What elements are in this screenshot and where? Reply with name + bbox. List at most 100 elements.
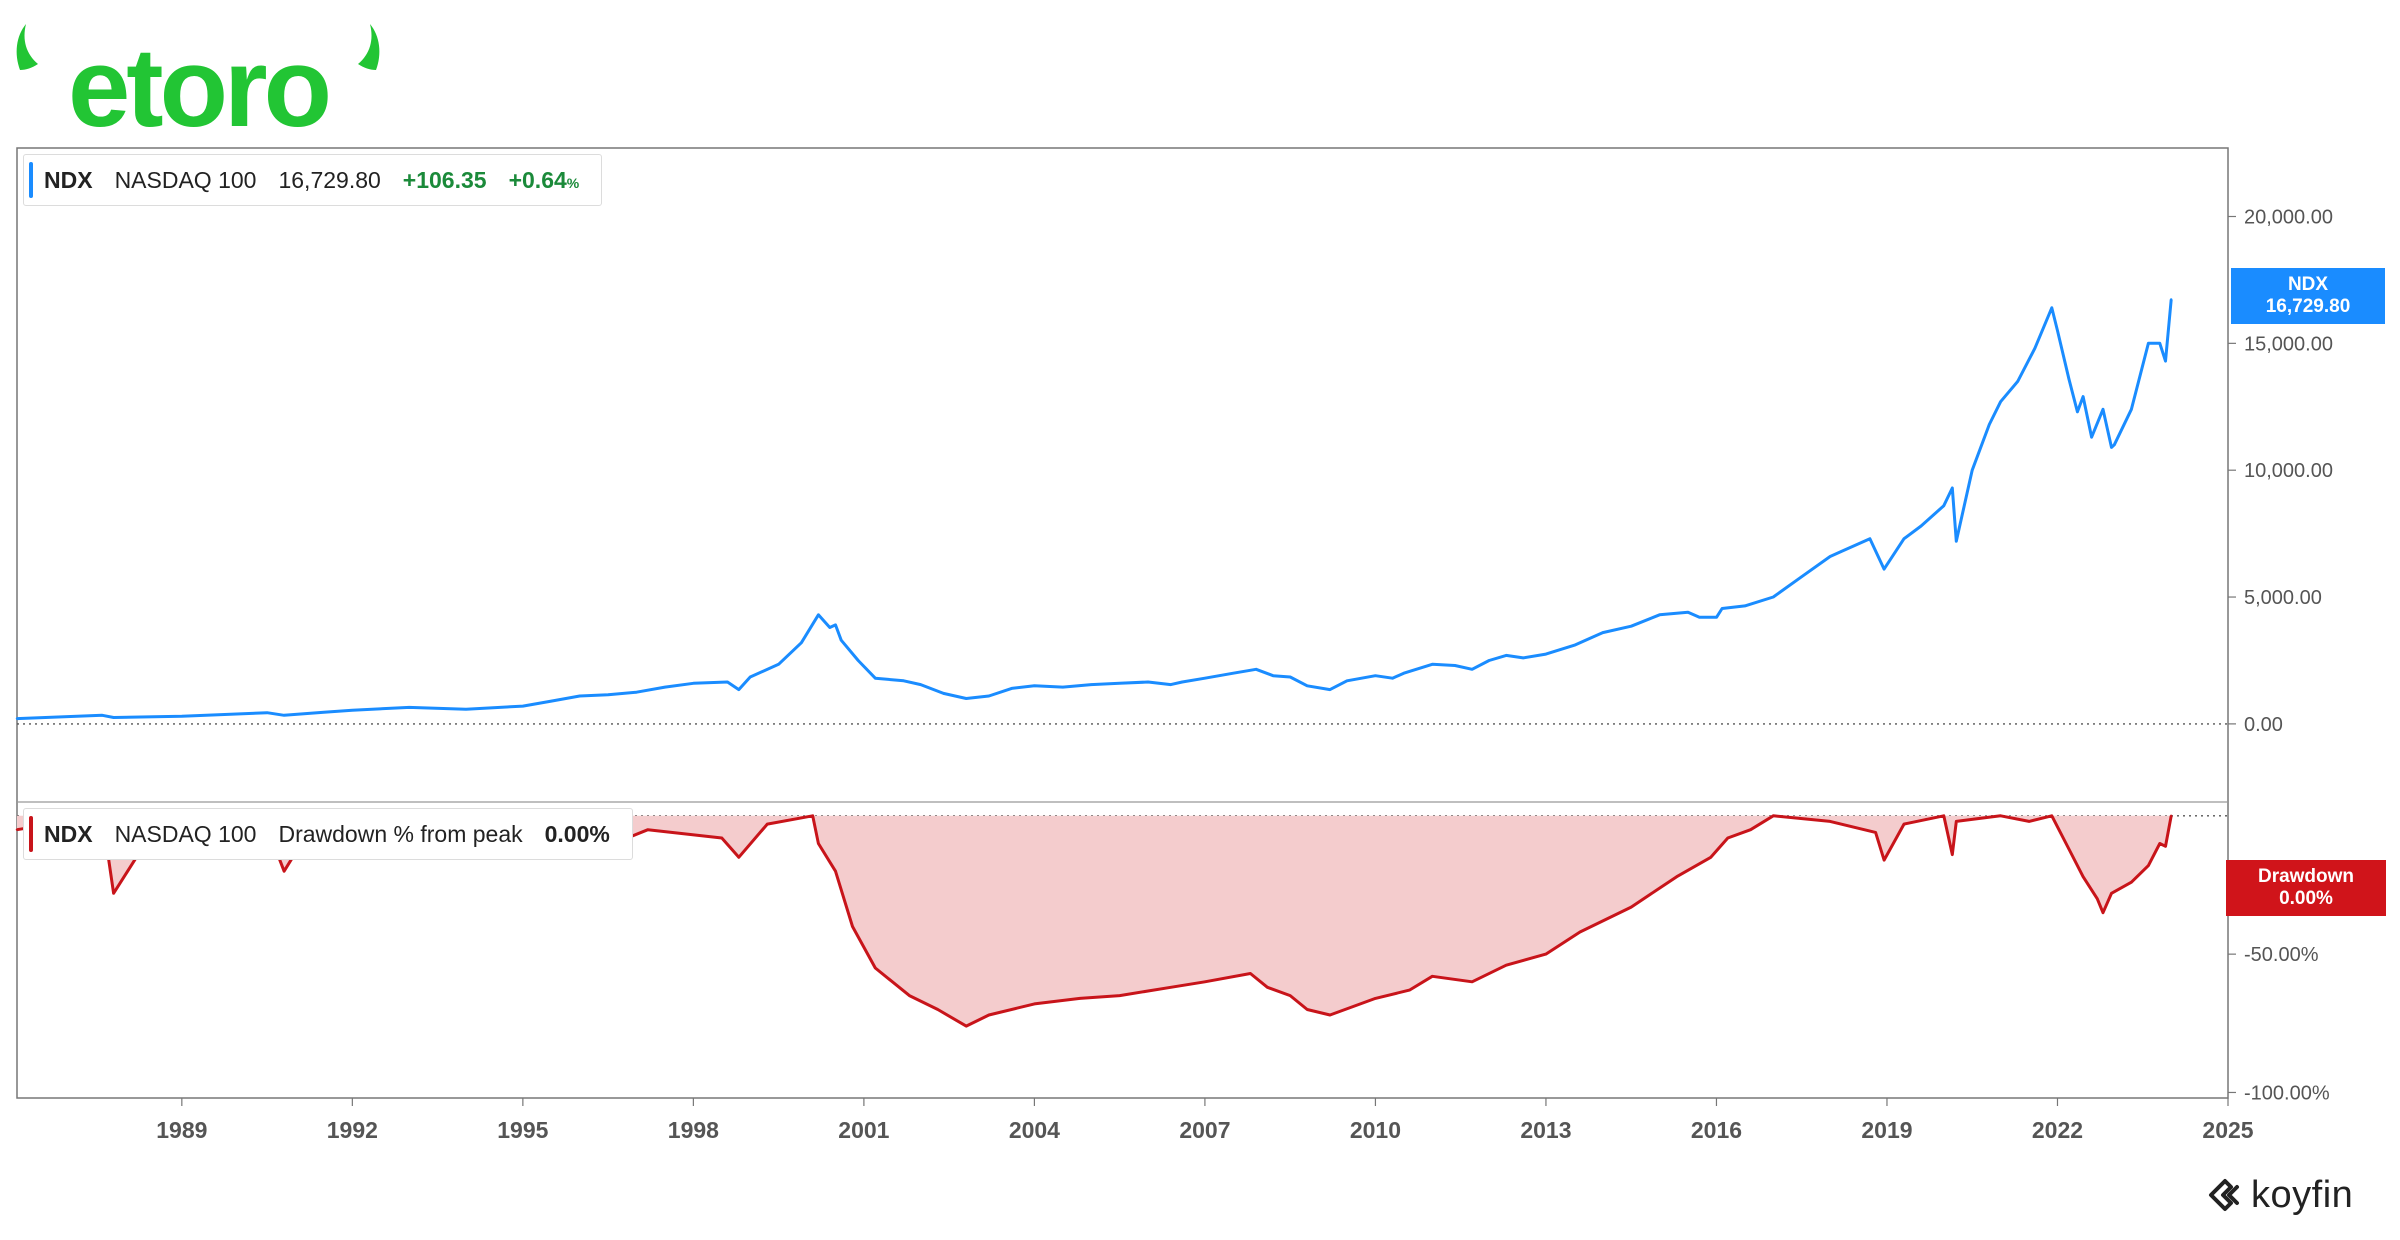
drawdown-point (1203, 980, 1207, 984)
price-point (1955, 540, 1958, 543)
price-point (322, 711, 326, 714)
drawdown-point (2101, 911, 2105, 914)
legend-change-pct: +0.64% (509, 167, 580, 194)
price-plot (15, 298, 2228, 725)
price-point (2101, 408, 2105, 411)
price-point (578, 694, 581, 698)
drawdown-point (908, 994, 911, 997)
price-point (2147, 342, 2150, 345)
drawdown-point (817, 842, 820, 845)
drawdown-point (1955, 820, 1958, 823)
price-point (1658, 613, 1661, 617)
series-color-marker (29, 162, 33, 198)
x-tick-label: 2004 (1009, 1117, 1060, 1143)
drawdown-point (1544, 952, 1548, 956)
price-point (1203, 677, 1207, 680)
price-point (1402, 671, 1406, 675)
price-point (1715, 616, 1718, 619)
drawdown-point (1874, 831, 1877, 834)
price-point (1010, 687, 1013, 690)
drawdown-point (1431, 975, 1434, 978)
chart-frame (16, 147, 2229, 1099)
drawdown-point (936, 1008, 939, 1011)
drawdown-point (2081, 875, 2085, 878)
drawdown-point (112, 892, 115, 895)
price-point (1971, 468, 1974, 472)
ndx-price-line (16, 299, 2173, 721)
x-tick-label: 1998 (668, 1117, 719, 1143)
drawdown-tag-value: 0.00% (2279, 888, 2333, 909)
price-y-tick-label: 5,000.00 (2244, 587, 2322, 609)
price-point (726, 680, 729, 684)
price-point (2056, 329, 2059, 332)
price-point (2067, 377, 2071, 381)
price-point (1601, 631, 1604, 634)
price-point (1504, 654, 1508, 657)
price-point (101, 714, 104, 717)
drawdown-point (2164, 845, 2167, 848)
price-point (2081, 395, 2085, 398)
drawdown-y-tick-label: -100.00% (2244, 1082, 2330, 1104)
price-point (1288, 675, 1292, 679)
price-point (839, 638, 843, 642)
price-point (1800, 575, 1803, 578)
drawdown-legend[interactable]: NDX NASDAQ 100 Drawdown % from peak 0.00… (23, 808, 633, 860)
price-point (2090, 436, 2093, 439)
price-point (1271, 674, 1275, 677)
price-point (1522, 656, 1525, 660)
drawdown-point (1288, 994, 1292, 997)
drawdown-point (1902, 822, 1906, 826)
drawdown-point (834, 869, 837, 873)
price-point (1487, 659, 1491, 662)
price-point (817, 613, 820, 617)
price-point (663, 685, 667, 689)
price-point (1232, 671, 1235, 675)
drawdown-point (2130, 881, 2133, 884)
drawdown-point (1169, 986, 1173, 989)
koyfin-watermark: koyfin (2205, 1173, 2353, 1217)
legend-last-value: 16,729.80 (278, 166, 381, 193)
drawdown-point (1772, 814, 1775, 818)
x-tick-label: 2019 (1861, 1117, 1912, 1143)
price-point (964, 697, 968, 700)
pct-sign: % (566, 174, 580, 191)
price-point (282, 714, 286, 717)
drawdown-point (2110, 892, 2113, 895)
price-point (1743, 604, 1747, 608)
price-point (2076, 410, 2079, 414)
price-point (1902, 537, 1906, 540)
price-point (2110, 446, 2113, 449)
legend-drawdown-value: 0.00% (544, 820, 610, 847)
drawdown-area (17, 815, 2172, 1027)
price-point (351, 708, 354, 712)
drawdown-point (1882, 858, 1886, 862)
etoro-logo-mark: etoro (16, 24, 380, 132)
x-tick-label: 2001 (838, 1117, 889, 1143)
price-point (737, 688, 741, 691)
price-point (1328, 688, 1332, 691)
x-tick-label: 2013 (1520, 1117, 1571, 1143)
price-point (874, 677, 877, 680)
price-point (1169, 683, 1173, 686)
price-point (942, 692, 945, 695)
x-tick-label: 2007 (1179, 1117, 1230, 1143)
price-point (1840, 550, 1843, 553)
price-point (1988, 423, 1991, 426)
price-legend[interactable]: NDX NASDAQ 100 16,729.80 +106.35 +0.64% (23, 154, 603, 206)
drawdown-point (2147, 864, 2150, 867)
drawdown-point (1306, 1008, 1309, 1011)
drawdown-point (1578, 930, 1582, 934)
x-tick-label: 2010 (1350, 1117, 1401, 1143)
legend-indicator: Drawdown % from peak (278, 820, 523, 847)
price-last-value-tag: NDX 16,729.80 (2231, 268, 2385, 324)
x-tick-label: 2025 (2202, 1117, 2253, 1143)
price-point (1306, 684, 1309, 688)
price-point (180, 715, 184, 718)
drawdown-point (2169, 814, 2173, 818)
drawdown-point (811, 814, 814, 818)
price-point (2113, 443, 2116, 447)
price-point (1630, 625, 1633, 628)
drawdown-point (15, 828, 19, 831)
price-point (1431, 663, 1434, 666)
price-point (1090, 683, 1093, 686)
